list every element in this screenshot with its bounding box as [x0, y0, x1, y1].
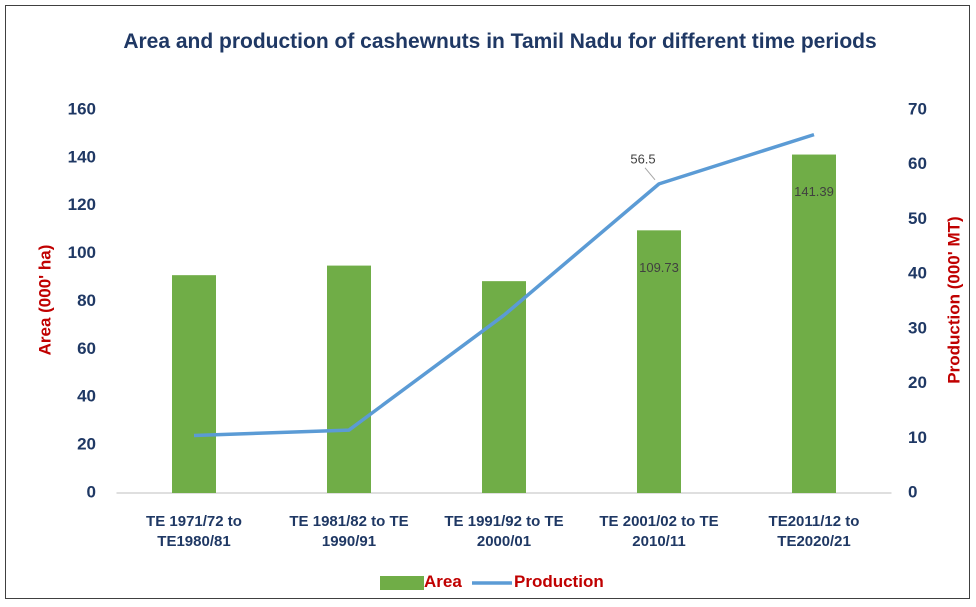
y2-tick-label: 50 [908, 209, 927, 228]
y2-tick-label: 20 [908, 373, 927, 392]
bar [172, 275, 216, 493]
x-tick-label: TE2011/12 to TE2020/21 [768, 513, 860, 550]
y-tick-label: 0 [87, 482, 96, 501]
x-tick-label: TE 1971/72 to TE1980/81 [146, 513, 242, 550]
line [193, 132, 815, 438]
y-tick-label: 100 [68, 243, 96, 262]
y2-tick-label: 70 [908, 99, 927, 118]
data-label: 56.5 [630, 151, 655, 166]
bar [792, 154, 836, 494]
leader-line [644, 167, 656, 181]
chart-border [5, 5, 970, 599]
y2-tick-label: 40 [908, 264, 927, 283]
y-tick-label: 140 [68, 147, 96, 166]
y2-tick-label: 30 [908, 318, 927, 337]
y2-tick-label: 60 [908, 154, 927, 173]
x-tick-label: TE 1981/82 to TE 1990/91 [289, 513, 409, 550]
y-tick-label: 120 [68, 195, 96, 214]
data-label: 109.73 [639, 260, 679, 275]
y-tick-label: 160 [68, 99, 96, 118]
y2-tick-label: 0 [908, 482, 917, 501]
y2-tick-label: 10 [908, 428, 927, 447]
x-tick-label: TE 1991/92 to TE 2000/01 [444, 513, 564, 550]
chart-title: Area and production of cashewnuts in Tam… [123, 30, 877, 53]
y-tick-label: 60 [77, 339, 96, 358]
x-tick-label: TE 2001/02 to TE 2010/11 [599, 513, 719, 550]
legend-swatch [380, 576, 424, 590]
y2-axis-title: Production (000' MT) [944, 216, 963, 383]
legend-label: Production [514, 572, 604, 591]
y-tick-label: 20 [77, 435, 96, 454]
data-label: 141.39 [794, 184, 834, 199]
y-axis-title: Area (000' ha) [35, 245, 54, 356]
y-tick-label: 80 [77, 291, 96, 310]
y-tick-label: 40 [77, 387, 96, 406]
legend-label: Area [424, 572, 462, 591]
bar [637, 230, 681, 494]
bar [327, 265, 371, 493]
